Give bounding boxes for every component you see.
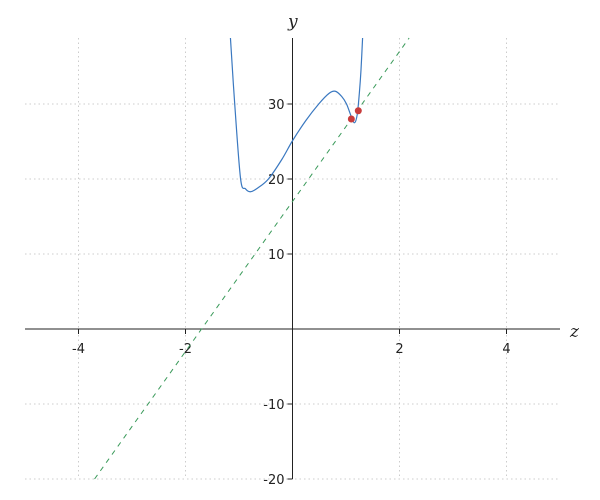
y-tick-label: 30 [268,98,285,113]
x-tick-label: -2 [179,342,192,357]
x-axis-label: z [569,322,580,342]
function-curve [229,37,364,193]
x-tick-label: 4 [502,342,510,357]
y-tick-label: 10 [268,248,285,263]
y-tick-label: -10 [263,398,284,413]
data-point [354,107,362,115]
x-tick-label: -4 [72,342,85,357]
grid [25,38,560,480]
x-tick-label: 2 [395,342,403,357]
dashed-line [94,37,410,480]
y-axis-label: y [287,12,298,32]
y-tick-label: -20 [263,473,284,488]
axes: -4 -2 2 4 -20 -10 10 20 30 [25,38,560,488]
marks [94,37,410,480]
y-tick-label: 20 [268,173,285,188]
data-point [347,115,355,123]
